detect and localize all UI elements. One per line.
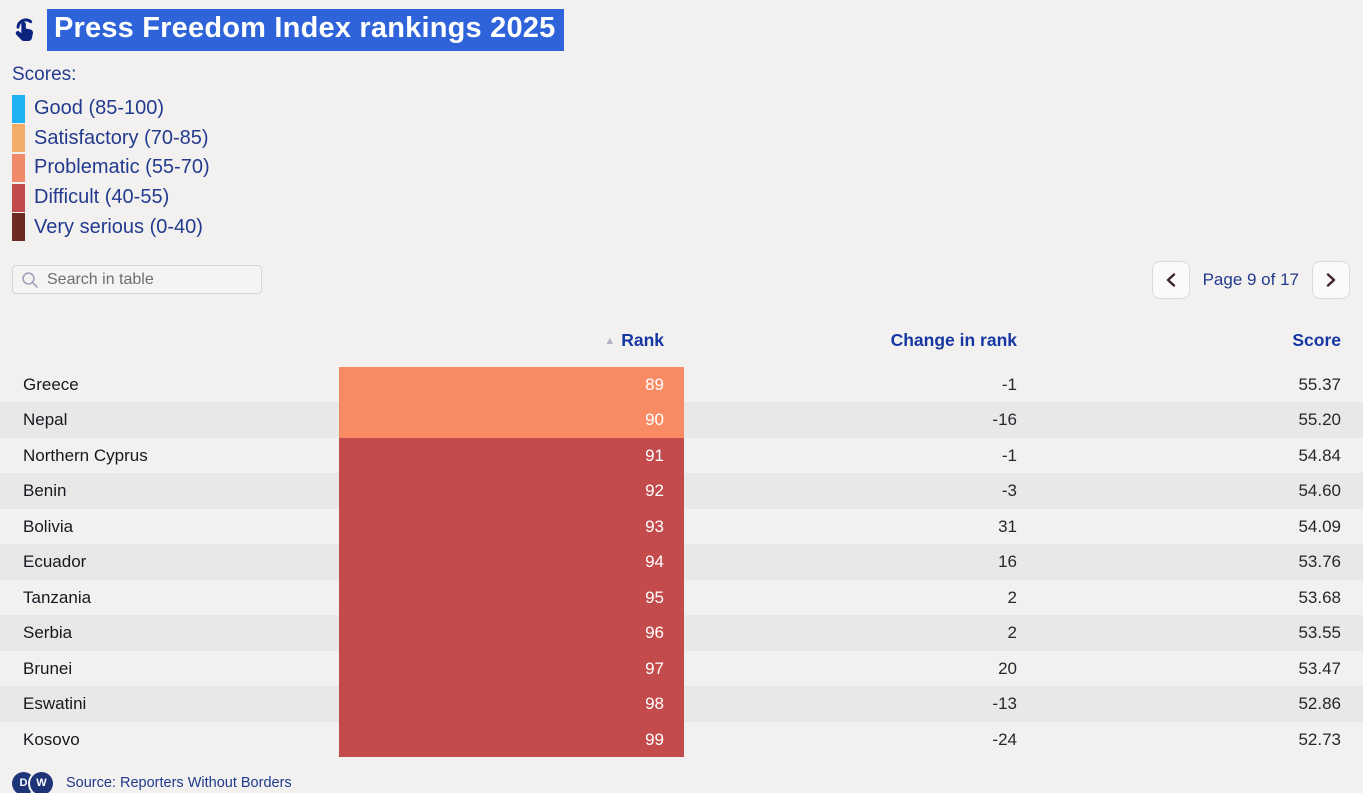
legend-item-label: Very serious (0-40) xyxy=(34,215,203,238)
tap-gesture-icon xyxy=(9,13,40,47)
table-row: Brunei 97 20 53.47 xyxy=(0,650,1363,687)
chevron-right-icon xyxy=(1326,273,1336,287)
page-indicator: Page 9 of 17 xyxy=(1202,269,1299,289)
legend-label: Scores: xyxy=(12,64,77,85)
rank-cell: 93 xyxy=(339,508,684,545)
score-cell: 53.68 xyxy=(1298,587,1341,607)
change-in-rank-cell: 20 xyxy=(998,658,1017,678)
rank-cell: 96 xyxy=(339,615,684,651)
table-row: Northern Cyprus 91 -1 54.84 xyxy=(0,437,1363,474)
legend-item: Good (85-100) xyxy=(12,94,1363,124)
score-cell: 52.73 xyxy=(1298,729,1341,749)
table-row: Ecuador 94 16 53.76 xyxy=(0,544,1363,580)
change-in-rank-cell: -1 xyxy=(1001,445,1017,465)
legend-item: Satisfactory (70-85) xyxy=(12,124,1363,154)
score-cell: 53.47 xyxy=(1298,658,1341,678)
score-cell: 54.09 xyxy=(1298,516,1341,536)
rank-cell: 98 xyxy=(339,686,684,722)
table-row: Nepal 90 -16 55.20 xyxy=(0,402,1363,438)
source-attribution: Source: Reporters Without Borders xyxy=(66,775,292,792)
score-cell: 55.20 xyxy=(1298,410,1341,430)
prev-page-button[interactable] xyxy=(1151,260,1190,299)
score-cell: 53.55 xyxy=(1298,623,1341,643)
legend-items: Good (85-100) Satisfactory (70-85) Problem… xyxy=(12,94,1363,242)
table-row: Bolivia 93 31 54.09 xyxy=(0,508,1363,545)
table-body: Greece 89 -1 55.37 Nepal 90 -16 55.20 Northern C… xyxy=(0,366,1363,758)
legend-item-label: Satisfactory (70-85) xyxy=(34,126,209,149)
search-box[interactable] xyxy=(12,265,262,295)
legend-item-label: Problematic (55-70) xyxy=(34,156,210,179)
header-change-in-rank[interactable]: Change in rank xyxy=(890,330,1017,351)
legend-item: Problematic (55-70) xyxy=(12,153,1363,183)
table-toolbar: Page 9 of 17 xyxy=(12,260,1350,299)
sort-ascending-icon: ▲ xyxy=(604,335,616,348)
country-cell: Benin xyxy=(23,481,67,501)
country-cell: Serbia xyxy=(23,623,73,643)
search-input[interactable] xyxy=(47,270,253,289)
legend-item-label: Difficult (40-55) xyxy=(34,186,170,209)
country-cell: Ecuador xyxy=(23,552,87,572)
rank-cell: 91 xyxy=(339,437,684,474)
country-cell: Brunei xyxy=(23,658,73,678)
change-in-rank-cell: 31 xyxy=(998,516,1017,536)
legend-swatch-icon xyxy=(12,183,25,212)
legend-item: Very serious (0-40) xyxy=(12,212,1363,242)
rank-cell: 92 xyxy=(339,473,684,509)
title-bar: Press Freedom Index rankings 2025 xyxy=(9,9,1363,51)
legend-swatch-icon xyxy=(12,94,25,123)
score-cell: 54.84 xyxy=(1298,445,1341,465)
change-in-rank-cell: 16 xyxy=(998,552,1017,572)
next-page-button[interactable] xyxy=(1312,260,1350,299)
footer: D W Source: Reporters Without Borders xyxy=(12,770,1363,793)
table-row: Kosovo 99 -24 52.73 xyxy=(0,721,1363,758)
legend-item-label: Good (85-100) xyxy=(34,97,165,120)
rank-cell: 99 xyxy=(339,721,684,758)
legend-swatch-icon xyxy=(12,213,25,242)
change-in-rank-cell: 2 xyxy=(1007,623,1017,643)
table-row: Benin 92 -3 54.60 xyxy=(0,473,1363,509)
change-in-rank-cell: -16 xyxy=(992,410,1017,430)
table-row: Eswatini 98 -13 52.86 xyxy=(0,686,1363,722)
page-title: Press Freedom Index rankings 2025 xyxy=(47,9,565,51)
legend-swatch-icon xyxy=(12,124,25,153)
header-score[interactable]: Score xyxy=(1292,330,1341,351)
rank-cell: 89 xyxy=(339,366,684,403)
country-cell: Northern Cyprus xyxy=(23,445,148,465)
dw-logo-w-icon: W xyxy=(30,771,53,793)
country-cell: Kosovo xyxy=(23,729,80,749)
rank-cell: 94 xyxy=(339,544,684,580)
table-row: Serbia 96 2 53.55 xyxy=(0,615,1363,651)
table-row: Tanzania 95 2 53.68 xyxy=(0,579,1363,616)
change-in-rank-cell: 2 xyxy=(1007,587,1017,607)
score-cell: 54.60 xyxy=(1298,481,1341,501)
table-header-row: ▲ Rank Change in rank Score xyxy=(0,329,1363,353)
dw-logo-d-icon: D xyxy=(12,771,35,793)
change-in-rank-cell: -1 xyxy=(1001,374,1017,394)
pagination: Page 9 of 17 xyxy=(1151,260,1350,299)
score-cell: 55.37 xyxy=(1298,374,1341,394)
rank-cell: 97 xyxy=(339,650,684,687)
score-cell: 52.86 xyxy=(1298,694,1341,714)
dw-logo: D W xyxy=(12,771,53,793)
legend-swatch-icon xyxy=(12,153,25,182)
chevron-left-icon xyxy=(1166,273,1175,287)
header-rank[interactable]: ▲ Rank xyxy=(604,330,664,351)
table-row: Greece 89 -1 55.37 xyxy=(0,366,1363,403)
country-cell: Nepal xyxy=(23,410,68,430)
country-cell: Tanzania xyxy=(23,587,92,607)
rank-cell: 90 xyxy=(339,402,684,438)
change-in-rank-cell: -3 xyxy=(1001,481,1017,501)
search-icon xyxy=(22,272,38,288)
country-cell: Eswatini xyxy=(23,694,87,714)
legend-item: Difficult (40-55) xyxy=(12,183,1363,213)
change-in-rank-cell: -24 xyxy=(992,729,1017,749)
rankings-table: ▲ Rank Change in rank Score Greece 89 -1 55.… xyxy=(0,329,1363,758)
country-cell: Bolivia xyxy=(23,516,74,536)
rank-cell: 95 xyxy=(339,579,684,616)
change-in-rank-cell: -13 xyxy=(992,694,1017,714)
country-cell: Greece xyxy=(23,374,79,394)
score-cell: 53.76 xyxy=(1298,552,1341,572)
scores-legend: Scores: Good (85-100) Satisfactory (70-85… xyxy=(12,64,1363,242)
